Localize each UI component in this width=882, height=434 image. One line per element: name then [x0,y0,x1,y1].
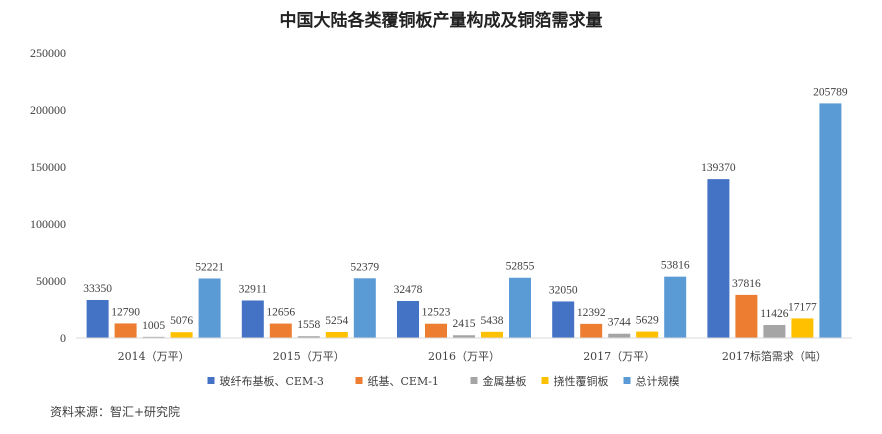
legend-swatch [470,377,478,384]
legend-swatch [541,377,549,384]
bar [269,323,292,338]
bar [425,323,447,338]
x-category-label: 2017（万平） [583,350,655,363]
y-axis: 0 50000 100000 150000 200000 250000 [30,46,66,345]
bar [114,323,137,338]
bar [481,331,503,338]
data-label: 205789 [813,86,848,98]
y-tick-label: 0 [60,331,66,345]
data-label: 1558 [297,319,320,331]
data-label: 52855 [506,261,535,273]
x-category-label: 2015（万平） [273,350,345,363]
bar [397,300,419,338]
data-label: 5254 [325,315,348,327]
legend-swatch [355,377,363,384]
data-label: 12523 [422,307,451,319]
bar [664,276,687,338]
data-label: 3744 [608,317,631,329]
data-label: 5629 [636,315,659,327]
data-label: 52221 [195,261,224,273]
data-label: 12656 [266,307,295,319]
legend-swatch [207,377,215,384]
data-label: 1005 [142,320,165,332]
bar [241,300,264,338]
bar [819,103,842,338]
x-category-label: 2017标箔需求（吨） [722,349,827,363]
legend-item: 玻纤布基板、CEM-3 [220,374,324,388]
bar [297,336,320,338]
source-note: 资料来源：智汇+研究院 [50,404,180,419]
data-label: 52379 [350,261,379,273]
bar [86,299,109,338]
data-label: 17177 [788,301,817,313]
bar [453,335,475,338]
bar [509,277,531,338]
data-label: 11426 [760,308,789,320]
x-category-label: 2016（万平） [428,350,500,363]
bar [791,318,814,338]
y-tick-label: 250000 [30,46,66,60]
legend-swatch [623,377,631,384]
bar [707,179,730,338]
bar [636,331,659,338]
legend-item: 挠性覆铜板 [554,374,609,388]
data-label: 2415 [453,318,476,330]
data-label: 12790 [111,306,140,318]
x-axis: 2014（万平） 2015（万平） 2016（万平） 2017（万平） 2017标箔需求… [118,349,827,363]
chart-title: 中国大陆各类覆铜板产量构成及铜箔需求量 [280,10,603,31]
data-label: 5076 [170,315,193,327]
data-label: 37816 [732,278,761,290]
data-label: 33350 [83,283,112,295]
bar [608,333,631,338]
y-tick-label: 150000 [30,160,66,174]
bar [763,324,786,338]
bar [325,332,348,338]
data-label: 5438 [481,315,504,327]
legend-item: 金属基板 [483,374,527,388]
bar [552,301,575,338]
bars [86,103,842,338]
legend-item: 总计规模 [636,374,680,388]
data-label: 32050 [549,284,578,296]
data-label: 139370 [701,162,736,174]
x-category-label: 2014（万平） [118,350,190,363]
data-label: 53816 [661,260,690,272]
bar [170,332,193,338]
data-label: 32478 [394,284,423,296]
bar [198,278,221,338]
y-tick-label: 100000 [30,217,66,231]
bar [580,323,603,338]
data-label: 32911 [239,283,268,295]
legend-item: 纸基、CEM-1 [368,375,439,388]
data-label: 12392 [577,307,606,319]
y-tick-label: 200000 [30,103,66,117]
bar [735,294,758,338]
legend: 玻纤布基板、CEM-3 纸基、CEM-1 金属基板 挠性覆铜板 总计规模 [207,374,680,388]
y-tick-label: 50000 [36,274,66,288]
bar [142,336,165,338]
bar [353,278,376,338]
